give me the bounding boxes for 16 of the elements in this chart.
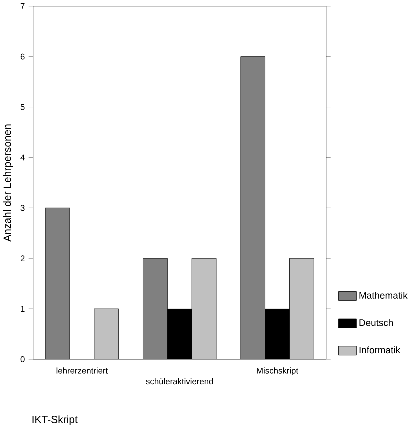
y-tick-label: 5 (20, 104, 25, 110)
x-tick-label: lehrerzentriert (56, 368, 108, 374)
y-tick-label: 0 (20, 356, 25, 362)
legend-label: Deutsch (360, 319, 394, 326)
y-tick-label: 2 (20, 256, 25, 262)
legend-label: Mathematik (360, 292, 408, 299)
y-tick-label: 3 (20, 205, 25, 212)
x-tick-label: schüleraktivierend (146, 378, 214, 385)
y-tick-label: 7 (20, 4, 25, 10)
y-tick-label: 1 (21, 306, 25, 312)
x-tick-label: Mischskript (257, 368, 298, 376)
x-axis-title: IKT-Skript (32, 416, 78, 426)
legend-label: Informatik (360, 346, 400, 354)
y-tick-label: 4 (20, 154, 25, 161)
y-axis-title: Anzahl der Lehrpersonen (3, 124, 14, 242)
y-tick-label: 6 (20, 54, 25, 60)
